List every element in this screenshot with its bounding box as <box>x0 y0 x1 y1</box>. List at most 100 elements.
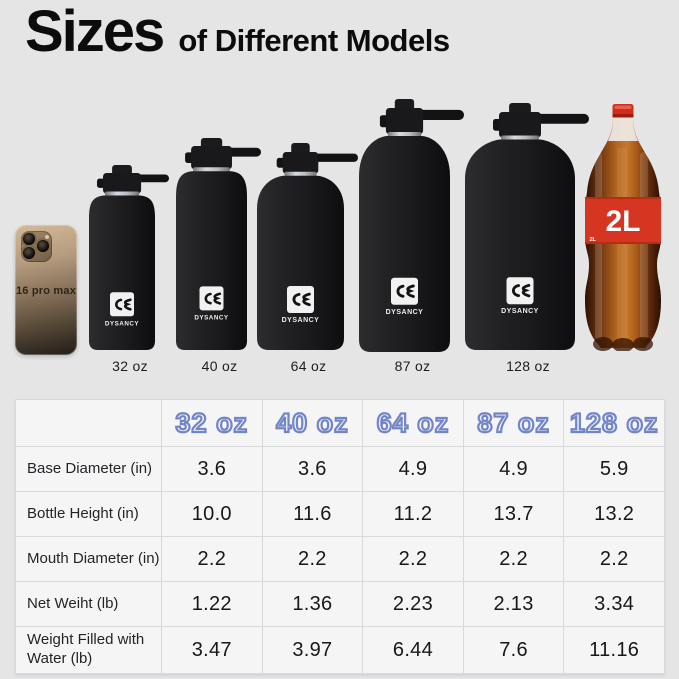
table-cell: 11.2 <box>362 491 464 537</box>
table-cell: 3.47 <box>161 626 263 674</box>
table-cell: 2.2 <box>462 536 565 582</box>
cola-sheen <box>595 152 602 340</box>
cap-handle <box>410 109 464 120</box>
row-label: Bottle Height (in) <box>15 491 162 537</box>
bottle-graphic: DYSANCY <box>465 103 589 350</box>
brand-text: DYSANCY <box>501 308 539 315</box>
bottle-40oz: DYSANCY <box>175 138 264 350</box>
bottle-87oz: DYSANCY <box>358 99 467 352</box>
table-cell: 11.6 <box>261 491 364 537</box>
brand-logo <box>506 277 534 305</box>
cola-neck-clear <box>608 118 638 141</box>
table-cell: 2.2 <box>563 536 665 582</box>
cola-sheen <box>617 148 627 343</box>
brand-logo <box>110 292 134 317</box>
cap-base <box>499 112 541 138</box>
cap-handle <box>305 153 358 162</box>
bottle-size-label: 87 oz <box>394 358 431 374</box>
camera-lens-icon <box>37 240 49 252</box>
cola-label-edge <box>585 197 661 199</box>
table-cell: 4.9 <box>362 446 464 492</box>
cola-bottle-graphic: 2L 2L <box>585 104 661 352</box>
cola-volume-text: 2L <box>605 205 640 238</box>
table-header-cell: 128 oz <box>563 399 665 447</box>
table-row: Mouth Diameter (in) 2.2 2.2 2.2 2.2 2.2 <box>15 536 665 582</box>
table-cell: 5.9 <box>563 446 665 492</box>
brand-glyph-icon <box>204 292 222 305</box>
brand-text: DYSANCY <box>105 320 140 327</box>
brand-glyph-icon <box>512 283 531 298</box>
table-cell: 7.6 <box>462 626 565 674</box>
bottle-64oz: DYSANCY <box>256 143 361 350</box>
camera-flash-icon <box>45 235 49 239</box>
table-cell: 4.9 <box>462 446 565 492</box>
cola-sheen <box>640 152 648 340</box>
row-label: Mouth Diameter (in) <box>15 536 162 582</box>
neck-ring <box>284 171 317 177</box>
bottle-size-label: 40 oz <box>201 358 238 374</box>
table-cell: 3.6 <box>161 446 263 492</box>
neck-ring <box>104 191 140 197</box>
size-comparison-table: 32 oz 40 oz 64 oz 87 oz 128 oz Base Diam… <box>15 399 665 674</box>
table-cell: 3.34 <box>563 581 665 627</box>
table-row: Net Weiht (lb) 1.22 1.36 2.23 2.13 3.34 <box>15 581 665 627</box>
table-cell: 1.36 <box>261 581 364 627</box>
row-label: Base Diameter (in) <box>15 446 162 492</box>
table-cell: 13.7 <box>462 491 565 537</box>
table-cell: 1.22 <box>161 581 263 627</box>
bottle-graphic: DYSANCY <box>176 138 261 350</box>
table-cell: 3.97 <box>261 626 364 674</box>
table-cell: 3.6 <box>261 446 364 492</box>
cap-base <box>103 173 142 194</box>
phone-label: 16 pro max <box>15 285 77 297</box>
bottle-size-label: 32 oz <box>112 358 148 374</box>
brand-logo <box>391 277 418 305</box>
table-cell: 2.2 <box>261 536 364 582</box>
cola-base-shadow <box>593 337 613 351</box>
cola-label <box>585 197 661 244</box>
bottle-body <box>89 195 155 350</box>
cola-label-edge <box>585 242 661 244</box>
brand-glyph-icon <box>292 292 311 307</box>
cap-base <box>191 146 232 170</box>
row-label: Net Weiht (lb) <box>15 581 162 627</box>
table-cell: 2.23 <box>362 581 464 627</box>
table-header-cell: 32 oz <box>161 399 263 447</box>
cola-cap-highlight <box>614 105 632 109</box>
table-header-cell: 40 oz <box>261 399 364 447</box>
bottle-128oz: DYSANCY <box>464 103 592 350</box>
bottle-body <box>176 171 247 350</box>
title-main: Sizes <box>25 0 165 64</box>
brand-glyph-icon <box>115 298 132 311</box>
bottle-graphic: DYSANCY <box>257 143 358 350</box>
brand-text: DYSANCY <box>282 317 320 324</box>
camera-lens-icon <box>23 233 35 245</box>
cola-bottle: 2L 2L <box>583 104 663 356</box>
table-cell: 6.44 <box>362 626 464 674</box>
bottle-graphic: DYSANCY <box>359 99 464 352</box>
bottle-body <box>257 175 344 350</box>
cap-base <box>385 108 424 134</box>
brand-text: DYSANCY <box>386 309 424 316</box>
table-cell: 2.2 <box>161 536 263 582</box>
table-row: Base Diameter (in) 3.6 3.6 4.9 4.9 5.9 <box>15 446 665 492</box>
table-corner-cell <box>15 399 162 447</box>
row-label: Weight Filled with Water (lb) <box>15 626 162 674</box>
brand-logo <box>199 286 224 311</box>
table-header-row: 32 oz 40 oz 64 oz 87 oz 128 oz <box>15 399 665 447</box>
table-cell: 13.2 <box>563 491 665 537</box>
brand-logo <box>287 286 314 313</box>
phone: 16 pro max <box>15 225 77 355</box>
title-sub: of Different Models <box>178 23 450 58</box>
cola-volume-small-text: 2L <box>590 237 597 243</box>
table-cell: 2.13 <box>462 581 565 627</box>
table-header-cell: 64 oz <box>362 399 464 447</box>
table-cell: 2.2 <box>362 536 464 582</box>
table-header-cell: 87 oz <box>462 399 565 447</box>
cola-base-shadow <box>633 337 653 351</box>
cap-handle <box>526 113 589 124</box>
cola-cap-band <box>612 114 634 118</box>
camera-lens-icon <box>23 247 35 259</box>
cap-base <box>282 152 319 174</box>
